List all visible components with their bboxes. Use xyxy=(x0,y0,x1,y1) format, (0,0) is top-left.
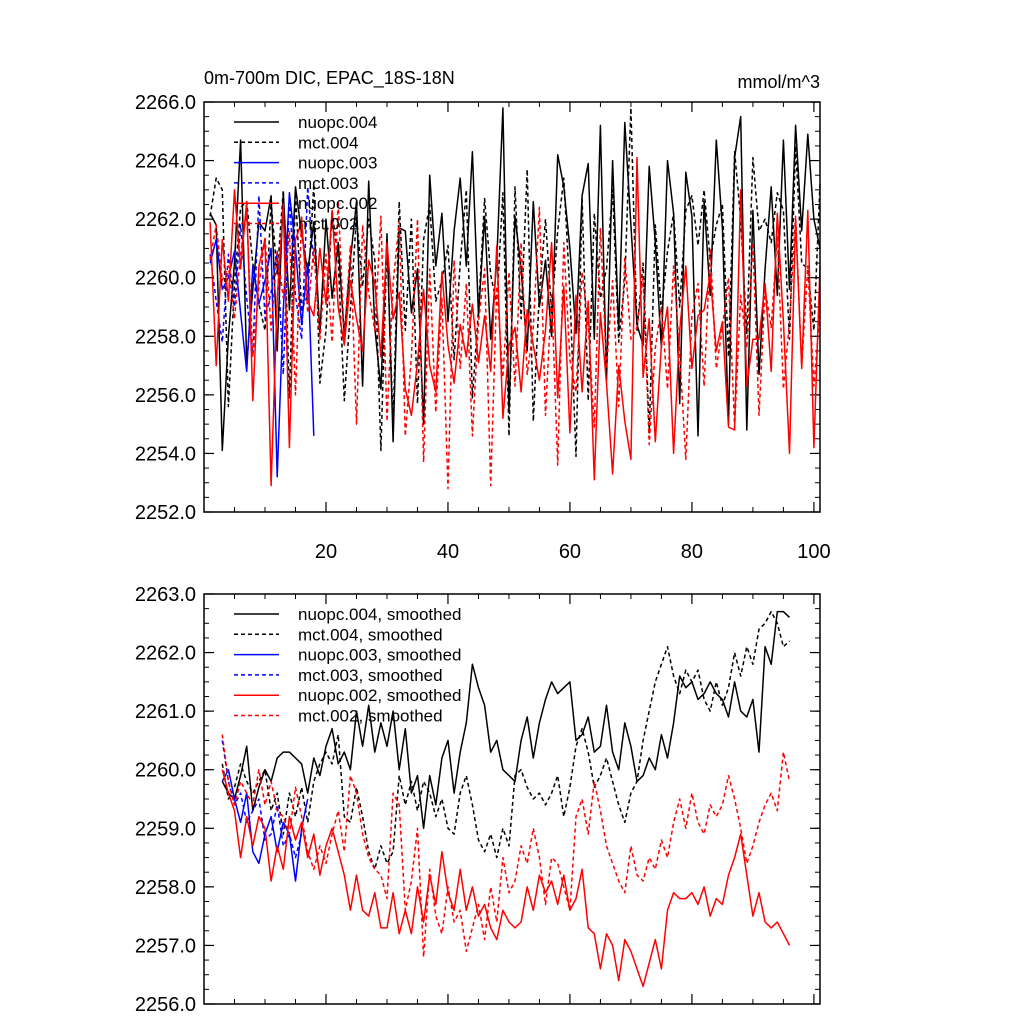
legend-label: mct.002, smoothed xyxy=(298,707,443,726)
legend-label: mct.002 xyxy=(298,215,358,234)
y-tick-label: 2262.0 xyxy=(135,643,196,665)
y-tick-label: 2257.0 xyxy=(135,935,196,957)
bottom-panel: 2256.0 2257.0 2258.0 2259.0 2260.0 2261.0 2262… xyxy=(135,584,821,1016)
y-tick-label: 2252.0 xyxy=(135,502,196,524)
y-tick-label: 2264.0 xyxy=(135,151,196,173)
legend-label: nuopc.004, smoothed xyxy=(298,605,462,624)
x-tick-label: 40 xyxy=(437,541,459,563)
units-label: mmol/m^3 xyxy=(738,72,820,92)
y-tick-label: 2256.0 xyxy=(135,385,196,407)
x-tick-label: 20 xyxy=(315,541,337,563)
y-tick-label: 2258.0 xyxy=(135,877,196,899)
y-tick-label: 2254.0 xyxy=(135,443,196,465)
legend-label: mct.004, smoothed xyxy=(298,625,443,644)
y-tick-label: 2262.0 xyxy=(135,209,196,231)
x-tick-label: 60 xyxy=(559,541,581,563)
top-panel: 0m-700m DIC, EPAC_18S-18N mmol/m^3 2252.… xyxy=(135,68,831,563)
series-line-nuopc-002 xyxy=(209,156,821,487)
series-line-mct-003-smoothed xyxy=(221,740,303,859)
legend-label: mct.004 xyxy=(298,133,358,152)
plot-frame xyxy=(203,101,821,513)
legend-label: nuopc.003, smoothed xyxy=(298,646,462,665)
x-tick-label: 100 xyxy=(797,541,830,563)
series-line-mct-003 xyxy=(209,186,315,376)
series-line-nuopc-004-smoothed xyxy=(221,610,791,830)
legend-label: mct.003 xyxy=(298,174,358,193)
legend-label: nuopc.002 xyxy=(298,194,377,213)
legend-label: mct.003, smoothed xyxy=(298,666,443,685)
y-tick-label: 2260.0 xyxy=(135,760,196,782)
y-tick-label: 2263.0 xyxy=(135,584,196,606)
y-tick-label: 2261.0 xyxy=(135,701,196,723)
legend-label: nuopc.004 xyxy=(298,113,377,132)
chart-title: 0m-700m DIC, EPAC_18S-18N xyxy=(204,68,455,89)
series-line-nuopc-002-smoothed xyxy=(221,769,791,988)
series-line-mct-004-smoothed xyxy=(221,610,791,871)
y-tick-label: 2258.0 xyxy=(135,326,196,348)
legend-label: nuopc.003 xyxy=(298,154,377,173)
series-line-mct-002-smoothed xyxy=(221,734,791,958)
series-line-nuopc-003 xyxy=(209,192,315,478)
legend-label: nuopc.002, smoothed xyxy=(298,686,462,705)
y-tick-label: 2259.0 xyxy=(135,818,196,840)
y-tick-label: 2260.0 xyxy=(135,268,196,290)
y-tick-label: 2256.0 xyxy=(135,994,196,1016)
y-tick-label: 2266.0 xyxy=(135,92,196,114)
plot-frame xyxy=(203,593,821,1005)
series-line-mct-002 xyxy=(209,200,821,490)
series-line-mct-004 xyxy=(209,107,821,458)
x-tick-label: 80 xyxy=(681,541,703,563)
